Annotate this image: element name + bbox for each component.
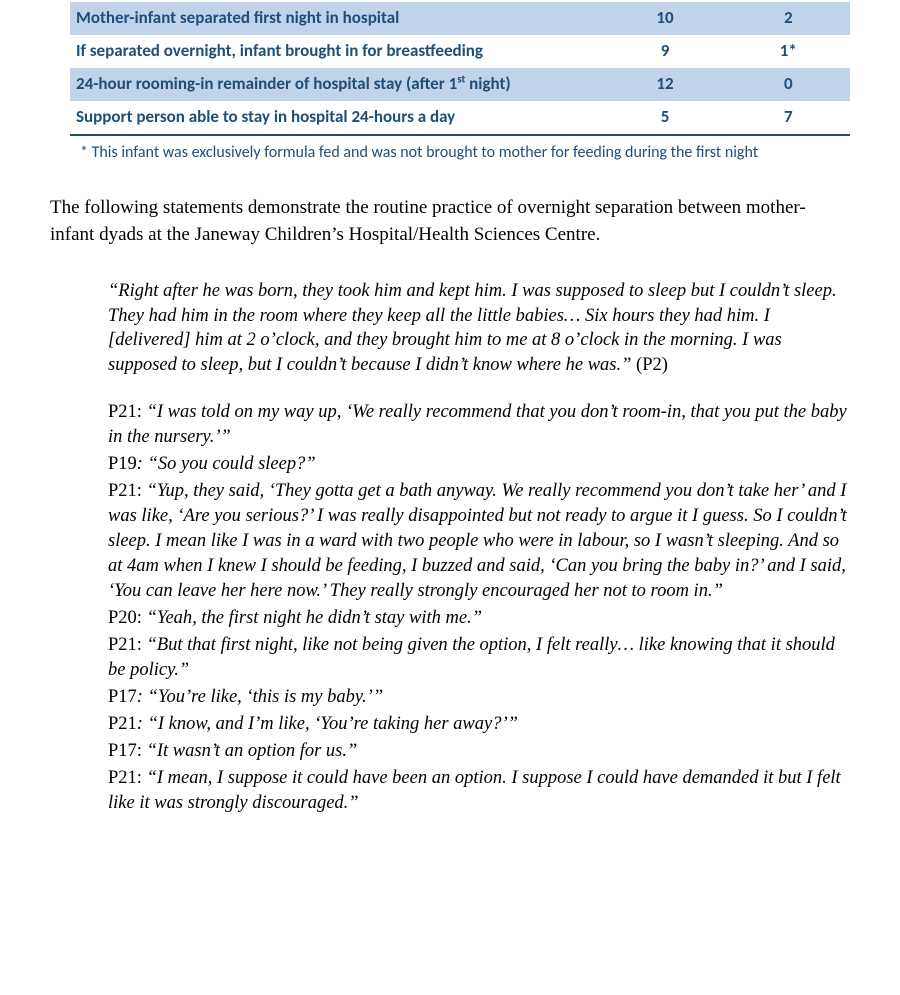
quote-speaker: P21 bbox=[108, 714, 137, 734]
quote-block: “Right after he was born, they took him … bbox=[108, 279, 848, 379]
quote-separator: : bbox=[137, 714, 148, 734]
quote-separator: : bbox=[137, 687, 148, 707]
quote-separator: : bbox=[137, 741, 147, 761]
quote-separator: : bbox=[137, 635, 147, 655]
quotes-section: “Right after he was born, they took him … bbox=[0, 249, 900, 836]
quote-text: “Yeah, the first night he didn’t stay wi… bbox=[147, 608, 482, 628]
quote-speaker: P21 bbox=[108, 481, 137, 501]
data-table-body: Mother-infant separated first night in h… bbox=[70, 2, 850, 135]
quote-separator: : bbox=[137, 454, 148, 474]
quote-separator: : bbox=[137, 768, 147, 788]
quote-text: “I mean, I suppose it could have been an… bbox=[108, 768, 841, 813]
quote-separator: : bbox=[137, 402, 147, 422]
table-cell-value-2: 2 bbox=[727, 2, 850, 35]
table-cell-label: 24-hour rooming-in remainder of hospital… bbox=[70, 68, 603, 101]
data-table: Mother-infant separated first night in h… bbox=[70, 2, 850, 136]
quote-block: P21: “But that first night, like not bei… bbox=[108, 633, 848, 683]
table-cell-label: If separated overnight, infant brought i… bbox=[70, 35, 603, 68]
quote-block: P21: “I know, and I’m like, ‘You’re taki… bbox=[108, 712, 848, 737]
data-table-wrap: Mother-infant separated first night in h… bbox=[0, 0, 900, 136]
table-footnote: * This infant was exclusively formula fe… bbox=[0, 136, 900, 164]
quote-speaker: P20 bbox=[108, 608, 137, 628]
quote-text: “I know, and I’m like, ‘You’re taking he… bbox=[148, 714, 518, 734]
quote-speaker: P17 bbox=[108, 741, 137, 761]
quote-separator: : bbox=[137, 608, 147, 628]
quote-text: “I was told on my way up, ‘We really rec… bbox=[108, 402, 847, 447]
quote-text: “Right after he was born, they took him … bbox=[108, 281, 837, 376]
table-cell-value-2: 1* bbox=[727, 35, 850, 68]
quote-text: “You’re like, ‘this is my baby.’” bbox=[148, 687, 384, 707]
quote-block: P19: “So you could sleep?” bbox=[108, 452, 848, 477]
table-cell-value-2: 7 bbox=[727, 101, 850, 135]
table-row: If separated overnight, infant brought i… bbox=[70, 35, 850, 68]
quote-text: “So you could sleep?” bbox=[148, 454, 316, 474]
quote-speaker: P17 bbox=[108, 687, 137, 707]
quote-speaker: P21 bbox=[108, 635, 137, 655]
quote-speaker: P21 bbox=[108, 768, 137, 788]
quote-text: “But that first night, like not being gi… bbox=[108, 635, 835, 680]
quote-block: P17: “It wasn’t an option for us.” bbox=[108, 739, 848, 764]
quote-attribution: (P2) bbox=[631, 355, 668, 375]
quote-separator: : bbox=[137, 481, 147, 501]
quote-spacer bbox=[108, 380, 848, 400]
table-cell-value-1: 12 bbox=[603, 68, 726, 101]
table-row: 24-hour rooming-in remainder of hospital… bbox=[70, 68, 850, 101]
quote-speaker: P19 bbox=[108, 454, 137, 474]
table-row: Mother-infant separated first night in h… bbox=[70, 2, 850, 35]
table-row: Support person able to stay in hospital … bbox=[70, 101, 850, 135]
table-cell-value-1: 10 bbox=[603, 2, 726, 35]
intro-paragraph: The following statements demonstrate the… bbox=[0, 163, 900, 248]
table-cell-value-2: 0 bbox=[727, 68, 850, 101]
quote-block: P21: “I mean, I suppose it could have be… bbox=[108, 766, 848, 816]
table-cell-label: Mother-infant separated first night in h… bbox=[70, 2, 603, 35]
quote-block: P21: “Yup, they said, ‘They gotta get a … bbox=[108, 479, 848, 604]
quote-text: “It wasn’t an option for us.” bbox=[147, 741, 358, 761]
quote-block: P17: “You’re like, ‘this is my baby.’” bbox=[108, 685, 848, 710]
table-cell-value-1: 5 bbox=[603, 101, 726, 135]
quote-text: “Yup, they said, ‘They gotta get a bath … bbox=[108, 481, 847, 601]
quote-speaker: P21 bbox=[108, 402, 137, 422]
quote-block: P21: “I was told on my way up, ‘We reall… bbox=[108, 400, 848, 450]
table-cell-value-1: 9 bbox=[603, 35, 726, 68]
table-cell-label: Support person able to stay in hospital … bbox=[70, 101, 603, 135]
quote-block: P20: “Yeah, the first night he didn’t st… bbox=[108, 606, 848, 631]
